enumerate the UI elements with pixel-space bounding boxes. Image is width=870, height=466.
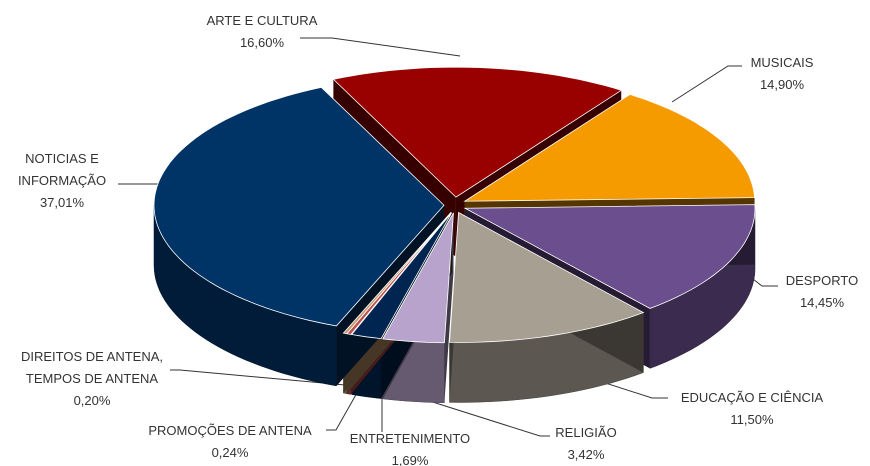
slice: [463, 204, 756, 309]
value-label: 16,60%: [239, 35, 285, 50]
leader-line: [595, 379, 668, 399]
data-label: ENTRETENIMENTO 1,69%: [340, 428, 480, 466]
data-label: EDUCAÇÃO E CIÊNCIA 11,50%: [652, 387, 852, 431]
data-label: DIREITOS DE ANTENA, TEMPOS DE ANTENA 0,20…: [0, 346, 192, 412]
value-label: 1,69%: [391, 453, 429, 466]
data-label: PROMOÇÕES DE ANTENA 0,24%: [130, 420, 330, 464]
category-label: ENTRETENIMENTO: [349, 431, 471, 446]
leader-line: [671, 65, 742, 103]
value-label: 3,42%: [567, 447, 605, 462]
category-label: PROMOÇÕES DE ANTENA: [148, 423, 312, 438]
value-label: 14,90%: [759, 77, 805, 92]
slice: [153, 86, 445, 327]
data-label: NOTICIAS E INFORMAÇÃO 37,01%: [7, 148, 117, 214]
slice: [382, 212, 454, 344]
category-label: DIREITOS DE ANTENA, TEMPOS DE ANTENA: [20, 349, 164, 386]
leader-line: [300, 37, 461, 57]
slice: [350, 212, 453, 340]
data-label: ARTE E CULTURA 16,60%: [187, 10, 337, 54]
slice-tops: [153, 66, 756, 344]
category-label: NOTICIAS E INFORMAÇÃO: [17, 151, 107, 188]
data-label: DESPORTO 14,45%: [762, 270, 870, 314]
category-label: DESPORTO: [785, 273, 859, 288]
category-label: ARTE E CULTURA: [206, 13, 318, 28]
category-label: EDUCAÇÃO E CIÊNCIA: [680, 390, 824, 405]
category-label: MUSICAIS: [750, 55, 814, 70]
slice: [332, 66, 623, 198]
slice: [463, 93, 756, 202]
leader-line: [419, 397, 550, 437]
value-label: 0,24%: [211, 445, 249, 460]
leader-lines: [118, 37, 778, 437]
data-label: MUSICAIS 14,90%: [722, 52, 842, 96]
data-label: RELIGIÃO 3,42%: [536, 422, 636, 466]
value-label: 0,20%: [73, 393, 111, 408]
leader-line: [326, 383, 363, 431]
leader-line: [170, 369, 357, 387]
value-label: 11,50%: [730, 412, 774, 427]
value-label: 14,45%: [799, 295, 845, 310]
slice: [449, 211, 645, 343]
slice: [342, 212, 452, 335]
value-label: 37,01%: [39, 195, 85, 210]
category-label: RELIGIÃO: [555, 425, 617, 440]
